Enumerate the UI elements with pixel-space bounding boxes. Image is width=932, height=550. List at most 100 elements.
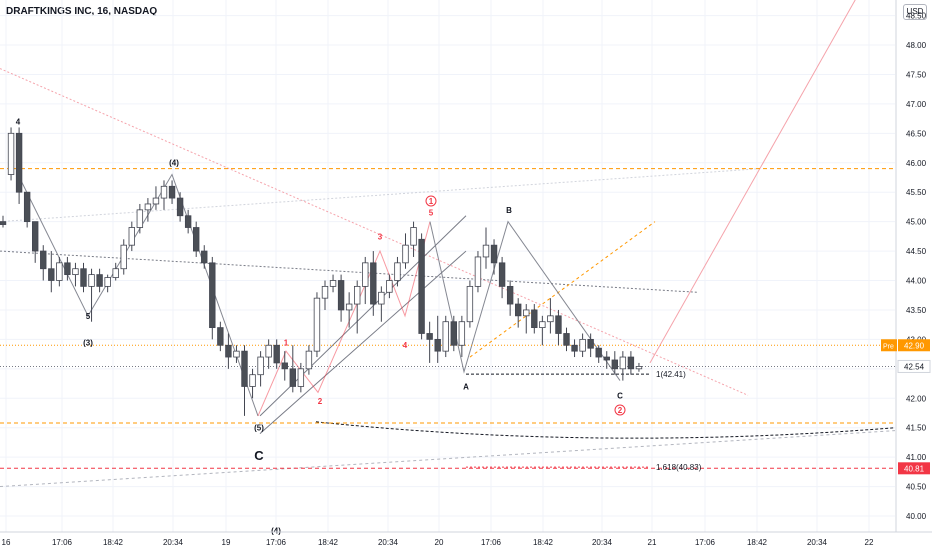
candle-body (515, 303, 522, 317)
y-tick-label: 46.50 (906, 129, 927, 138)
horizontal-levels (0, 168, 895, 469)
fib-annotation: 1(42.41) (656, 370, 686, 379)
price-label: 42.54 (904, 362, 925, 371)
candle-body (225, 344, 232, 358)
trendline-major (0, 68, 749, 396)
y-tick-label: 48.00 (906, 41, 927, 50)
candle-body (249, 374, 256, 387)
wave-label: 3 (378, 232, 383, 241)
candle-body (80, 268, 87, 287)
wave-label: (3) (83, 338, 93, 347)
candle-body (56, 262, 63, 281)
candle-body (370, 262, 377, 305)
candle-body (104, 277, 111, 287)
y-tick-label: 41.50 (906, 424, 927, 433)
y-tick-label: 40.50 (906, 483, 927, 492)
candle-body (160, 185, 168, 199)
pre-label-bg (881, 339, 897, 352)
candle-body (144, 203, 152, 211)
trendline-lower (0, 430, 896, 488)
candle-body (112, 268, 119, 278)
candle-body (265, 344, 272, 358)
candle-body (273, 344, 280, 364)
candle-body (7, 132, 15, 175)
wave-label: A (463, 382, 469, 391)
candle-body (506, 285, 514, 305)
wave-label: 4 (403, 341, 408, 350)
candle-body (603, 356, 610, 361)
candle-body (627, 356, 635, 370)
x-tick-label: 20:34 (807, 538, 828, 547)
trendline-mid (0, 250, 698, 293)
candle-body (281, 362, 288, 370)
candle-body (0, 221, 7, 225)
price-axis[interactable]: 40.0040.5041.0041.5042.0042.5043.0043.50… (881, 0, 931, 532)
x-tick-label: 20:34 (378, 538, 399, 547)
candle-body (136, 209, 144, 228)
projection-line (469, 221, 656, 358)
candle-body (474, 256, 482, 287)
candle-body (241, 350, 248, 387)
candle-body (579, 338, 586, 352)
candle-body (15, 132, 23, 193)
candle-body (378, 291, 385, 305)
y-tick-label: 42.00 (906, 394, 927, 403)
candle-body (72, 268, 79, 276)
candle-body (96, 274, 103, 287)
candle-body (353, 285, 361, 305)
y-tick-label: 44.00 (906, 277, 927, 286)
candle-body (64, 262, 71, 276)
currency-badge[interactable]: USD (903, 4, 927, 20)
wave-label: B (506, 206, 512, 215)
candle-body (595, 347, 602, 358)
x-tick-label: 20:34 (163, 538, 184, 547)
fib-annotation: 1.618(40.83) (656, 463, 702, 472)
candle-body (482, 244, 490, 258)
candle-body (32, 221, 39, 252)
candle-body (305, 350, 313, 370)
candle-body (498, 262, 506, 287)
candle-body (192, 227, 200, 252)
candle-body (442, 321, 449, 352)
candle-body (257, 356, 264, 376)
candle-body (337, 280, 345, 311)
x-tick-label: 21 (648, 538, 657, 547)
candle-body (313, 297, 321, 352)
price-label-bg (898, 462, 930, 475)
y-tick-label: 46.00 (906, 159, 927, 168)
x-tick-label: 18:42 (318, 538, 339, 547)
candle-body (362, 262, 369, 287)
wave-labels: 4 5 (3) (4) (5) C (4) 1 2 3 4 5 1 A B C 2 1(42.41) 1.618(4… (16, 117, 702, 535)
wave-label: (4) (271, 527, 281, 536)
candle-body (297, 368, 305, 387)
candle-body (450, 321, 457, 346)
wave-label: 2 (318, 397, 323, 406)
trendline-breakout (649, 0, 856, 364)
wave-label: 2 (618, 406, 623, 415)
y-tick-label: 47.00 (906, 100, 927, 109)
y-tick-label: 44.50 (906, 247, 927, 256)
candle-body (635, 366, 643, 370)
x-tick-label: 18:42 (533, 538, 554, 547)
candle-body (128, 227, 135, 246)
candle-body (418, 238, 425, 334)
y-tick-label: 47.50 (906, 70, 927, 79)
fib-curve (315, 421, 896, 439)
x-tick-label: 18:42 (747, 538, 768, 547)
wave-circle (614, 404, 626, 416)
chart-title: DRAFTKINGS INC, 16, NASDAQ (6, 6, 158, 17)
candle-body (88, 274, 95, 287)
pre-label: Pre (883, 343, 894, 350)
candle-body (434, 338, 441, 352)
candle-body (611, 359, 618, 370)
candle-body (555, 315, 562, 334)
candle-body (523, 309, 530, 317)
x-tick-label: 18:42 (103, 538, 124, 547)
wave-path (429, 220, 621, 381)
candle-body (329, 280, 337, 287)
time-axis[interactable]: 16 17:06 18:42 20:34 19 17:06 18:42 20:34 20 17:0… (0, 531, 932, 547)
y-tick-label: 41.00 (906, 453, 927, 462)
x-tick-label: 17:06 (695, 538, 716, 547)
wave-label: 4 (16, 117, 21, 126)
